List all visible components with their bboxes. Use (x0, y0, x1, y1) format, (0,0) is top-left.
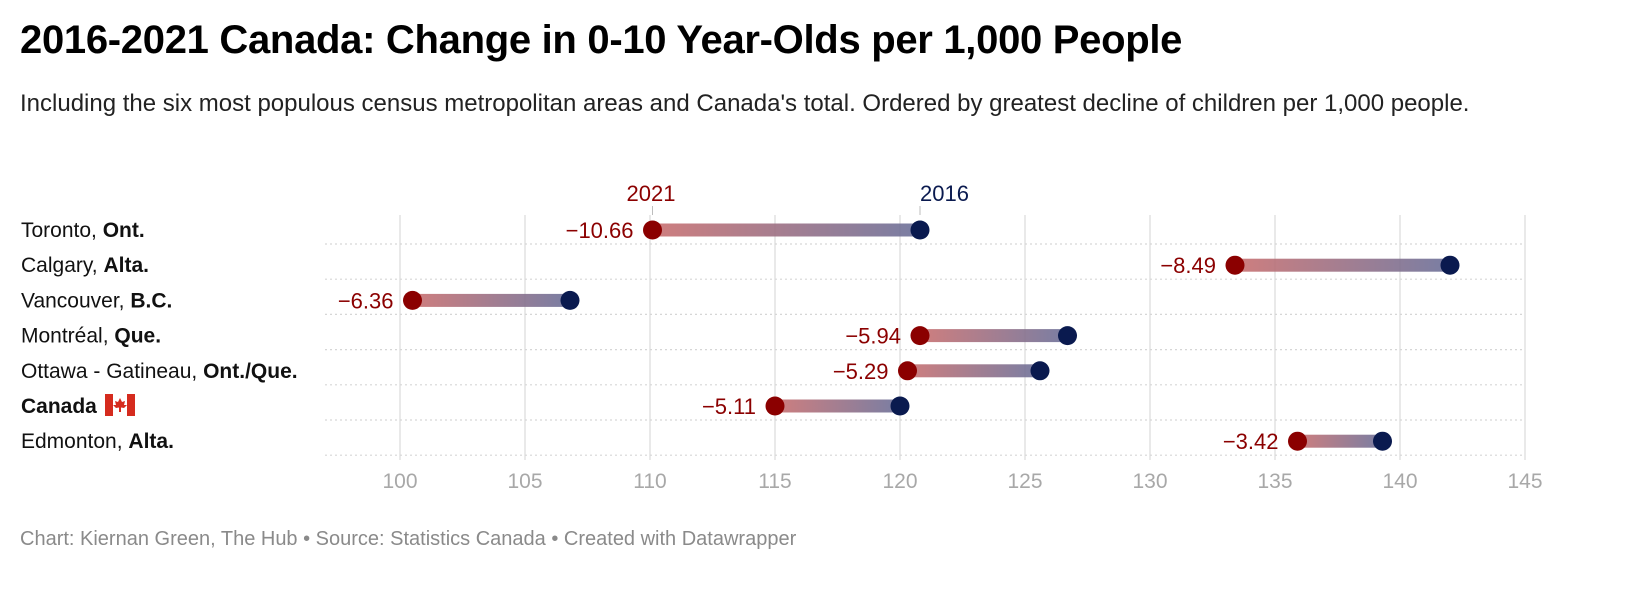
change-label: −10.66 (566, 218, 634, 243)
row-labels: Toronto, Ont. Calgary, Alta. Vancouver, B.… (21, 219, 298, 453)
change-label: −5.94 (845, 324, 901, 349)
x-tick-label: 105 (507, 470, 542, 493)
chart-title: 2016-2021 Canada: Change in 0-10 Year-Ol… (20, 18, 1183, 62)
x-axis-ticks: 100 105 110 115 120 125 130 135 140 145 (382, 470, 1542, 493)
x-tick-label: 125 (1007, 470, 1042, 493)
change-label: −5.29 (833, 359, 889, 384)
dumbbell-bar (1297, 434, 1383, 448)
series-key: 2021 2016 (627, 181, 969, 215)
point-2021 (1288, 431, 1307, 451)
row-label: Edmonton, Alta. (21, 430, 174, 453)
row-label: Toronto, Ont. (21, 219, 145, 242)
x-tick-label: 110 (633, 470, 666, 493)
change-label: −8.49 (1160, 253, 1216, 278)
grid-layer (325, 215, 1526, 460)
x-tick-label: 140 (1382, 470, 1417, 493)
data-marks: −10.66 −8.49 −6.36 −5.94 −5.29 −5.11 −3.42 (338, 218, 1460, 454)
chart-subtitle: Including the six most populous census m… (20, 90, 1470, 117)
point-2021 (403, 290, 422, 310)
dumbbell-bar (920, 329, 1068, 343)
canada-flag-icon (105, 394, 135, 416)
change-label: −5.11 (702, 394, 756, 419)
dumbbell-chart: Toronto, Ont. Calgary, Alta. Vancouver, B.… (21, 181, 1543, 493)
x-tick-label: 135 (1257, 470, 1292, 493)
x-tick-label: 100 (382, 470, 417, 493)
change-label: −6.36 (338, 288, 394, 313)
point-2016 (560, 290, 580, 310)
change-label: −3.42 (1223, 429, 1279, 454)
x-tick-label: 130 (1132, 470, 1167, 493)
row-label: Calgary, Alta. (21, 254, 149, 277)
point-2021 (765, 396, 785, 416)
dumbbell-bar (775, 399, 900, 413)
point-2016 (1373, 431, 1392, 451)
point-2016 (890, 396, 910, 416)
point-2016 (1440, 255, 1460, 275)
x-tick-label: 115 (758, 470, 791, 493)
point-2021 (898, 361, 917, 381)
legend-2016: 2016 (920, 181, 969, 206)
row-label: Ottawa - Gatineau, Ont./Que. (21, 360, 298, 383)
legend-2021: 2021 (627, 181, 676, 206)
point-2021 (1225, 255, 1245, 275)
point-2016 (1058, 326, 1077, 346)
x-tick-label: 145 (1507, 470, 1542, 493)
dumbbell-bar (652, 223, 920, 237)
point-2021 (643, 220, 662, 240)
x-tick-label: 120 (882, 470, 917, 493)
row-label: Canada (21, 395, 97, 418)
row-label: Montréal, Que. (21, 325, 161, 348)
chart-footer: Chart: Kiernan Green, The Hub • Source: … (20, 528, 797, 550)
dumbbell-bar (412, 293, 570, 307)
dumbbell-bar (907, 364, 1040, 378)
point-2016 (1030, 361, 1050, 381)
row-label: Vancouver, B.C. (21, 289, 172, 312)
point-2021 (910, 326, 930, 346)
dumbbell-bar (1235, 258, 1450, 272)
point-2016 (910, 220, 930, 240)
